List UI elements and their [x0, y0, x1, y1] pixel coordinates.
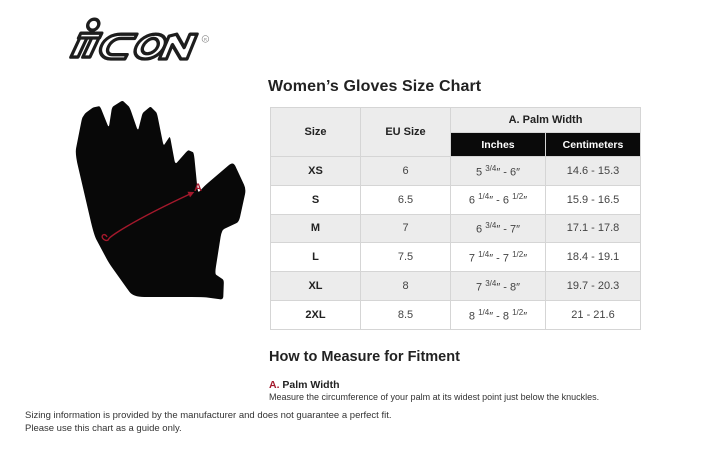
svg-text:R: R — [204, 37, 207, 42]
svg-text:A: A — [194, 182, 202, 194]
